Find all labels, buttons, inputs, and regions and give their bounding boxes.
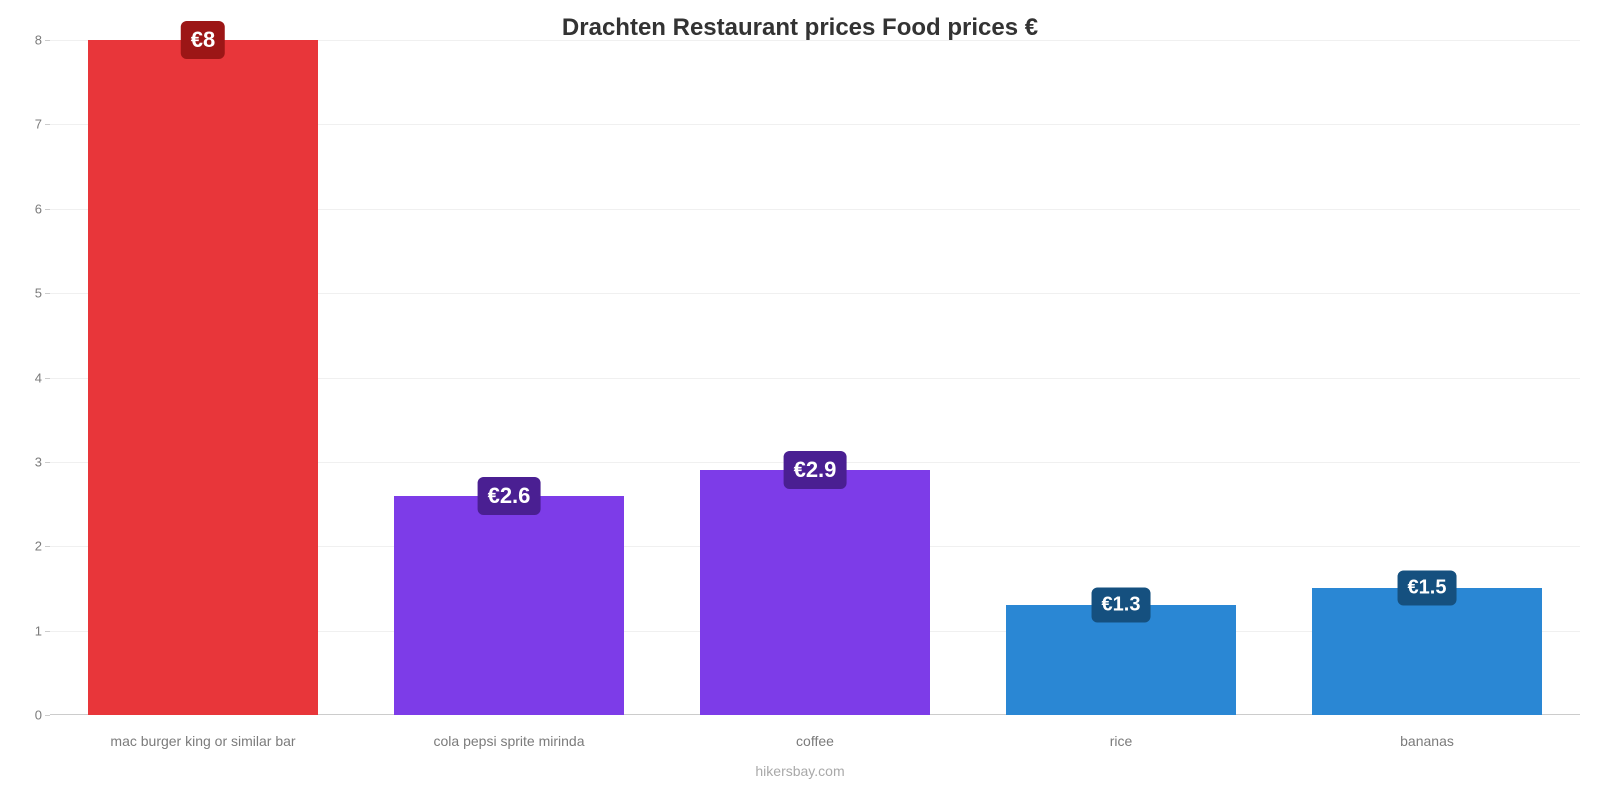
y-tick-label: 5 xyxy=(35,286,50,301)
y-tick-label: 8 xyxy=(35,33,50,48)
source-label: hikersbay.com xyxy=(0,763,1600,779)
bar: €8 xyxy=(88,40,318,715)
x-tick-label: cola pepsi sprite mirinda xyxy=(434,733,585,749)
value-badge: €8 xyxy=(181,21,225,59)
x-tick-label: bananas xyxy=(1400,733,1454,749)
x-tick-label: mac burger king or similar bar xyxy=(110,733,295,749)
bar: €2.6 xyxy=(394,496,624,715)
plot-area: 012345678€8mac burger king or similar ba… xyxy=(50,40,1580,715)
chart-title: Drachten Restaurant prices Food prices € xyxy=(0,14,1600,42)
y-tick-label: 3 xyxy=(35,454,50,469)
price-bar-chart: Drachten Restaurant prices Food prices €… xyxy=(0,0,1600,800)
y-tick-label: 7 xyxy=(35,117,50,132)
y-tick-label: 0 xyxy=(35,708,50,723)
bar: €1.5 xyxy=(1312,588,1542,715)
value-badge: €2.9 xyxy=(784,451,847,489)
value-badge: €2.6 xyxy=(478,477,541,515)
x-tick-label: rice xyxy=(1110,733,1133,749)
bar: €2.9 xyxy=(700,470,930,715)
y-tick-label: 2 xyxy=(35,539,50,554)
x-tick-label: coffee xyxy=(796,733,834,749)
value-badge: €1.5 xyxy=(1398,571,1457,606)
value-badge: €1.3 xyxy=(1092,588,1151,623)
y-tick-label: 6 xyxy=(35,201,50,216)
y-tick-label: 4 xyxy=(35,370,50,385)
bar: €1.3 xyxy=(1006,605,1236,715)
y-tick-label: 1 xyxy=(35,623,50,638)
